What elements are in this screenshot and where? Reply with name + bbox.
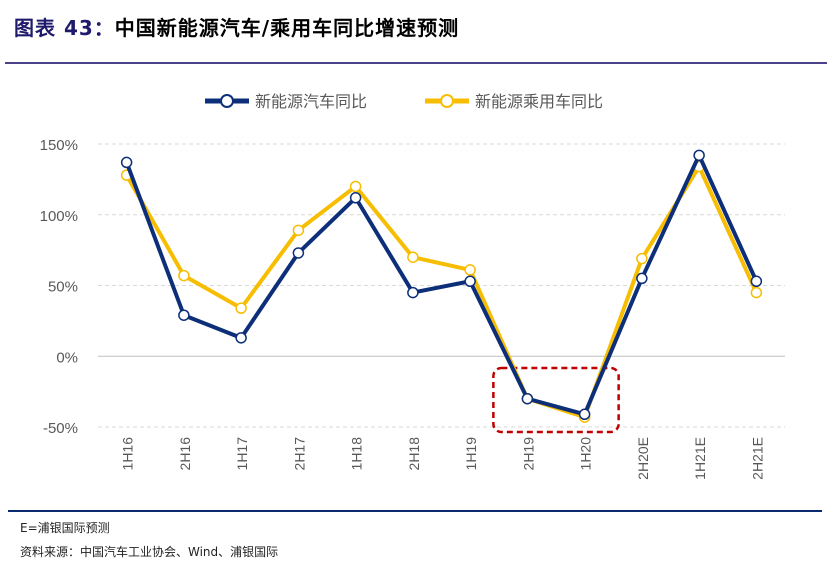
legend-item: 新能源乘用车同比 xyxy=(425,92,603,111)
source-note: 资料来源：中国汽车工业协会、Wind、浦银国际 xyxy=(20,545,279,559)
data-point xyxy=(636,252,648,265)
x-tick-label: 1H20 xyxy=(578,437,594,471)
data-point xyxy=(750,286,763,299)
y-tick-label: 50% xyxy=(48,279,78,296)
legend-marker xyxy=(440,94,454,108)
forecast-note: E=浦银国际预测 xyxy=(20,521,110,535)
title-divider xyxy=(5,62,827,64)
x-tick-label: 1H19 xyxy=(463,437,479,471)
data-point xyxy=(120,156,133,169)
data-point xyxy=(349,180,362,193)
x-tick-label: 1H21E xyxy=(692,437,708,480)
y-tick-label: 0% xyxy=(56,349,78,366)
y-tick-label: 150% xyxy=(40,137,78,154)
x-tick-label: 1H16 xyxy=(120,437,136,471)
data-point xyxy=(407,251,419,263)
x-tick-label: 1H18 xyxy=(349,437,365,471)
x-tick-label: 2H16 xyxy=(177,437,193,471)
title-text: 中国新能源汽车/乘用车同比增速预测 xyxy=(114,16,460,40)
data-point xyxy=(407,286,419,299)
y-tick-label: 100% xyxy=(40,208,78,225)
figure-label: 图表 43： xyxy=(14,16,115,40)
data-point xyxy=(349,192,362,204)
legend-label: 新能源乘用车同比 xyxy=(475,92,603,111)
data-point xyxy=(464,275,476,288)
x-tick-label: 2H19 xyxy=(520,437,536,471)
legend-marker xyxy=(220,94,234,108)
data-point xyxy=(292,224,305,237)
data-point xyxy=(636,272,648,285)
figure-title: 图表 43：中国新能源汽车/乘用车同比增速预测 xyxy=(14,12,459,41)
data-point xyxy=(178,309,190,321)
legend-item: 新能源汽车同比 xyxy=(205,92,367,111)
series-line xyxy=(124,153,759,417)
data-point xyxy=(521,392,534,405)
x-tick-label: 1H17 xyxy=(234,437,250,471)
data-point xyxy=(578,408,591,421)
data-point xyxy=(750,275,763,288)
data-point xyxy=(464,264,476,276)
data-point xyxy=(693,149,705,162)
data-point xyxy=(235,302,247,314)
highlight-box xyxy=(492,366,620,434)
data-point xyxy=(292,247,305,259)
x-tick-label: 2H18 xyxy=(406,437,422,471)
line-chart: -50% 0% 50% 100% 150% 1H16 2H16 1H17 2H17 1H18 2H1… xyxy=(40,92,785,480)
data-point xyxy=(178,269,190,282)
y-tick-label: -50% xyxy=(43,420,78,437)
x-tick-label: 2H20E xyxy=(635,437,651,480)
series-line xyxy=(124,164,759,420)
legend-label: 新能源汽车同比 xyxy=(255,92,367,111)
footer-divider xyxy=(8,510,822,512)
data-point xyxy=(235,332,247,344)
x-tick-label: 2H21E xyxy=(749,437,765,480)
x-tick-label: 2H17 xyxy=(291,437,307,471)
